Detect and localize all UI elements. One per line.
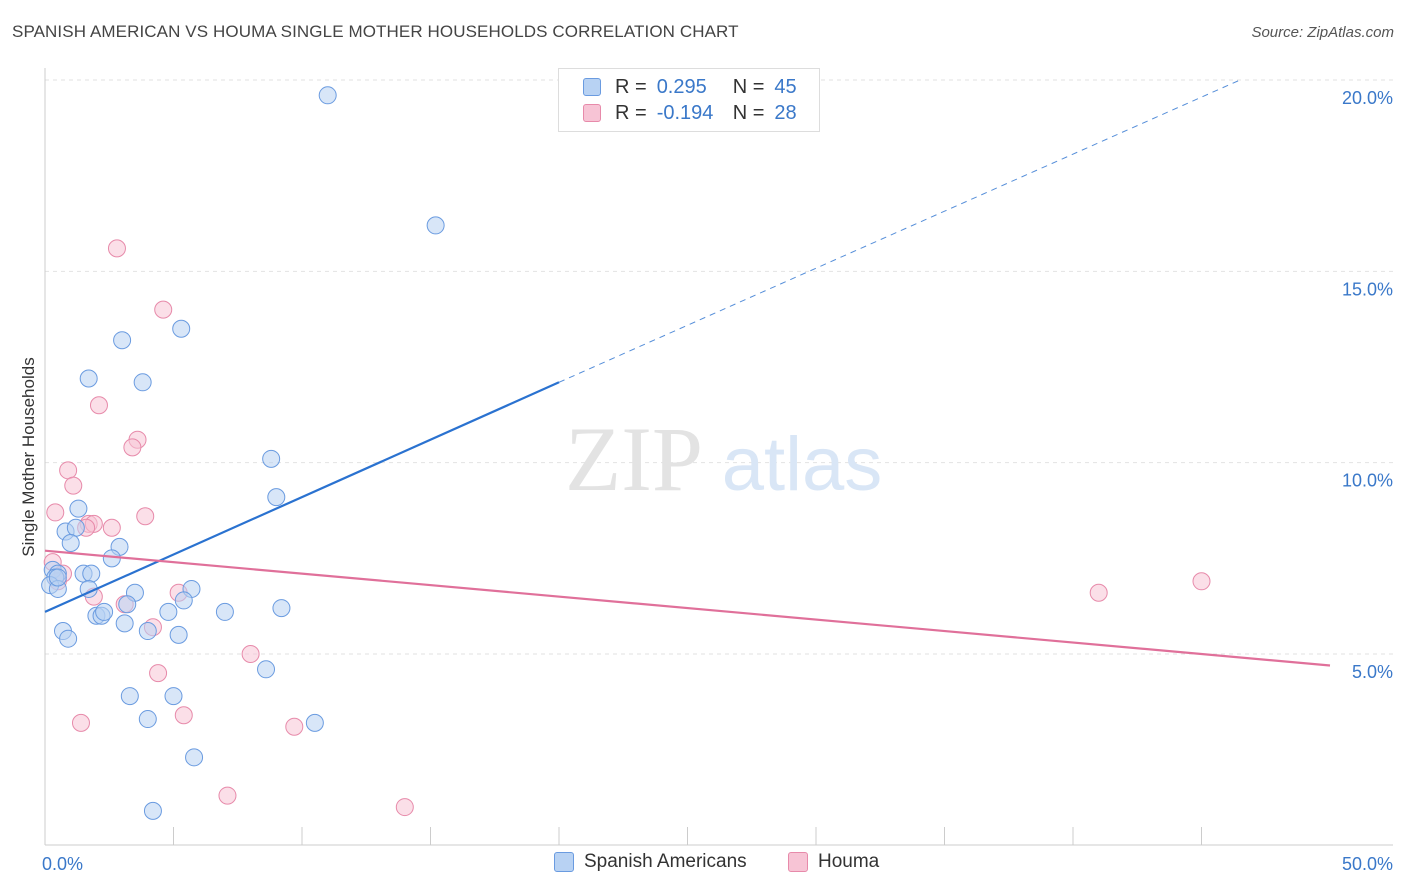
blue-swatch-icon [583,78,601,96]
spanish-americans-point [267,488,286,507]
spanish-americans-point [115,614,134,633]
legend-item-houma[interactable]: Houma [788,851,879,873]
spanish-americans-point [61,534,80,553]
spanish-americans-trend-line [44,381,560,613]
houma-point [107,239,126,258]
axes [44,68,1393,846]
spanish-americans-trend-extension [558,79,1241,383]
spanish-americans-point [66,518,85,537]
source-label: Source: ZipAtlas.com [1251,24,1394,41]
legend-label: Spanish Americans [584,851,747,872]
stats-row-houma: R = -0.194 N = 28 [583,100,797,126]
legend-label: Houma [818,851,880,872]
houma-trend-line [44,549,1331,667]
spanish-americans-point [113,331,132,350]
spanish-americans-point [118,595,137,614]
houma-point [46,503,65,522]
y-axis-label: Single Mother Households [19,357,38,556]
r-label: R = [615,75,647,98]
spanish-americans-point [318,86,337,105]
houma-point [1192,572,1211,591]
houma-point [71,713,90,732]
houma-point [136,507,155,526]
r-value: 0.295 [656,75,707,98]
houma-point [174,706,193,725]
spanish-americans-point [426,216,445,235]
tick-labels: 5.0% 10.0% 15.0% 20.0% 0.0% 50.0% [42,88,1393,874]
pink-swatch-icon [788,852,808,872]
n-value: 45 [774,75,797,98]
spanish-americans-point [174,591,193,610]
spanish-americans-point [120,687,139,706]
houma-point [123,438,142,457]
spanish-americans-point [48,568,67,587]
n-label: N = [732,75,765,98]
spanish-americans-point [215,602,234,621]
spanish-americans-point [272,599,291,618]
houma-point [59,461,78,480]
spanish-americans-point [133,373,152,392]
spanish-americans-points [41,86,445,820]
n-value: 28 [774,101,797,124]
spanish-americans-point [59,629,78,648]
spanish-americans-point [143,801,162,820]
houma-point [395,798,414,817]
spanish-americans-point [102,549,121,568]
blue-swatch-icon [554,852,574,872]
spanish-americans-point [69,499,88,518]
spanish-americans-point [138,622,157,641]
chart-title: SPANISH AMERICAN VS HOUMA SINGLE MOTHER … [12,22,739,41]
houma-point [89,396,108,415]
x-tick-label: 0.0% [42,854,83,874]
series-legend: Spanish Americans Houma [0,851,1406,877]
spanish-americans-point [79,369,98,388]
spanish-americans-point [95,602,114,621]
spanish-americans-point [172,319,191,338]
houma-point [218,786,237,805]
watermark-atlas: atlas [722,422,883,507]
watermark: ZIP atlas [565,408,882,510]
spanish-americans-point [82,564,101,583]
y-tick-label: 10.0% [1342,471,1393,491]
spanish-americans-point [164,687,183,706]
houma-point [102,518,121,537]
houma-point [1089,583,1108,602]
spanish-americans-point [169,625,188,644]
houma-point [64,476,83,495]
houma-point [154,300,173,319]
x-tick-label: 50.0% [1342,854,1393,874]
houma-point [241,645,260,663]
y-tick-label: 20.0% [1342,88,1393,108]
watermark-zip: ZIP [565,408,703,510]
spanish-americans-point [185,748,204,767]
y-tick-label: 5.0% [1352,662,1393,682]
legend-item-spanish-americans[interactable]: Spanish Americans [554,851,747,873]
houma-points [43,239,1211,817]
spanish-americans-point [262,449,281,468]
houma-point [149,664,168,683]
stats-legend: R = 0.295 N = 45 R = -0.194 N = 28 [558,68,820,132]
r-value: -0.194 [656,101,714,124]
spanish-americans-point [305,713,324,732]
spanish-americans-point [257,660,276,679]
n-label: N = [732,101,765,124]
spanish-americans-point [159,602,178,621]
pink-swatch-icon [583,104,601,122]
y-tick-label: 15.0% [1342,279,1393,299]
houma-point [285,717,304,736]
r-label: R = [615,101,647,124]
spanish-americans-point [138,710,157,729]
stats-row-spanish-americans: R = 0.295 N = 45 [583,74,797,100]
trend-lines [44,79,1331,667]
